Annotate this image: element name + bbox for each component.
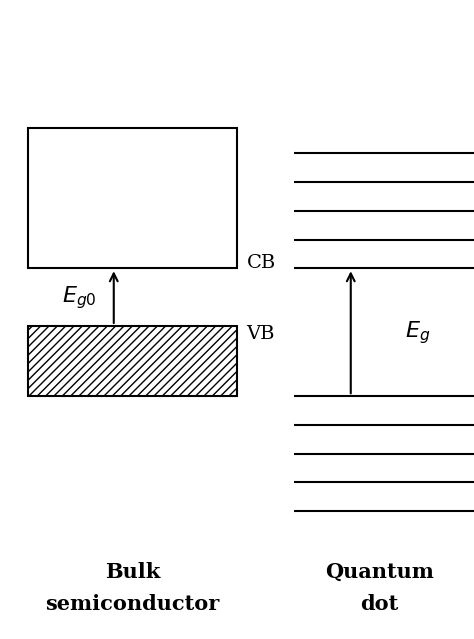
Text: $E_g$: $E_g$ (405, 319, 430, 346)
Text: Bulk: Bulk (105, 562, 160, 582)
Text: CB: CB (246, 254, 276, 272)
Bar (28, 128, 237, 268)
Text: semiconductor: semiconductor (46, 594, 220, 614)
Bar (28, 326, 237, 396)
Text: VB: VB (246, 325, 275, 343)
Text: dot: dot (360, 594, 398, 614)
Text: Quantum: Quantum (325, 562, 434, 582)
Text: $E_{g0}$: $E_{g0}$ (62, 284, 96, 311)
